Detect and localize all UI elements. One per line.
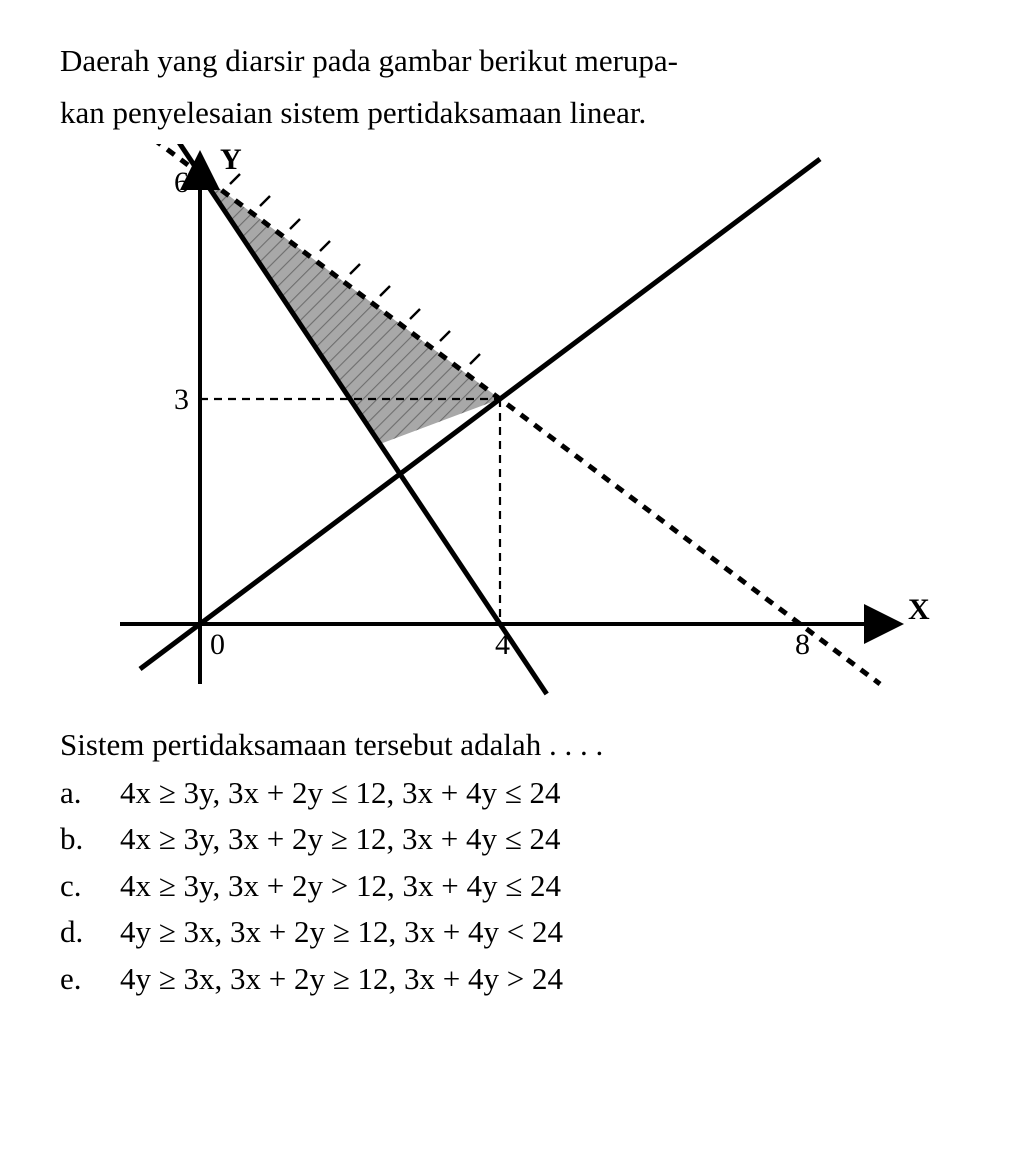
x-axis-label: X (908, 593, 930, 626)
option-b-letter: b. (60, 816, 120, 863)
option-c-text: 4x ≥ 3y, 3x + 2y > 12, 3x + 4y ≤ 24 (120, 863, 964, 910)
line-solid-3x2y12 (167, 144, 547, 694)
followup-question: Sistem pertidaksamaan tersebut adalah . … (60, 724, 964, 766)
option-a-letter: a. (60, 770, 120, 817)
shaded-region-hatch (200, 174, 500, 444)
graph-figure: Y X 6 3 0 4 8 (80, 144, 930, 704)
option-e-letter: e. (60, 956, 120, 1003)
option-e-text: 4y ≥ 3x, 3x + 2y ≥ 12, 3x + 4y > 24 (120, 956, 964, 1003)
tick-y-3: 3 (174, 383, 189, 416)
option-b-text: 4x ≥ 3y, 3x + 2y ≥ 12, 3x + 4y ≤ 24 (120, 816, 964, 863)
option-d-text: 4y ≥ 3x, 3x + 2y ≥ 12, 3x + 4y < 24 (120, 909, 964, 956)
option-d: d. 4y ≥ 3x, 3x + 2y ≥ 12, 3x + 4y < 24 (60, 909, 964, 956)
tick-y-6: 6 (174, 166, 189, 199)
options-list: a. 4x ≥ 3y, 3x + 2y ≤ 12, 3x + 4y ≤ 24 b… (60, 770, 964, 1003)
tick-x-8: 8 (795, 628, 810, 661)
question-text-line2: kan penyelesaian sistem pertidaksamaan l… (60, 92, 964, 134)
y-axis-label: Y (220, 144, 242, 176)
tick-x-0: 0 (210, 628, 225, 661)
option-a: a. 4x ≥ 3y, 3x + 2y ≤ 12, 3x + 4y ≤ 24 (60, 770, 964, 817)
option-a-text: 4x ≥ 3y, 3x + 2y ≤ 12, 3x + 4y ≤ 24 (120, 770, 964, 817)
tick-x-4: 4 (495, 628, 510, 661)
option-d-letter: d. (60, 909, 120, 956)
option-b: b. 4x ≥ 3y, 3x + 2y ≥ 12, 3x + 4y ≤ 24 (60, 816, 964, 863)
question-text-line1: Daerah yang diarsir pada gambar berikut … (60, 40, 964, 82)
option-c-letter: c. (60, 863, 120, 910)
option-c: c. 4x ≥ 3y, 3x + 2y > 12, 3x + 4y ≤ 24 (60, 863, 964, 910)
option-e: e. 4y ≥ 3x, 3x + 2y ≥ 12, 3x + 4y > 24 (60, 956, 964, 1003)
